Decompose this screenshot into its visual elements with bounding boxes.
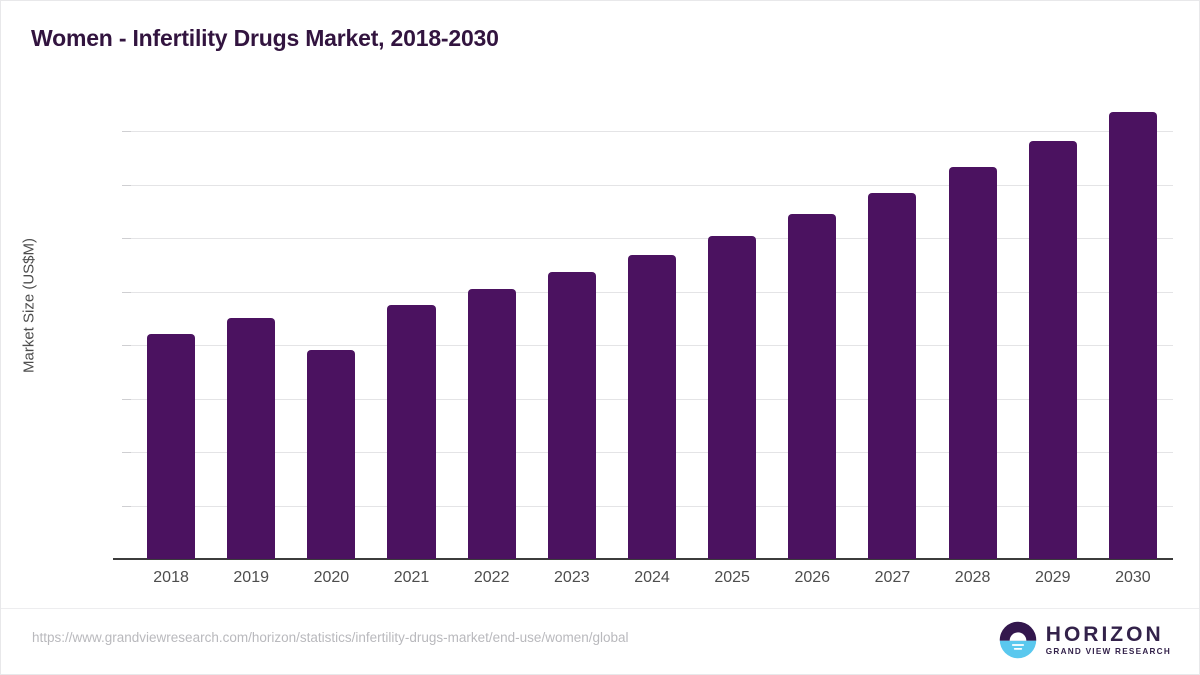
y-axis-tick [122,398,131,400]
x-axis-tick-label: 2027 [874,569,911,586]
y-axis-tick [122,291,131,293]
gridline [131,238,1173,239]
x-axis-tick-label: 2023 [554,569,590,586]
x-axis-tick-label: 2020 [313,569,350,586]
x-axis-tick-label: 2021 [393,569,430,586]
source-url[interactable]: https://www.grandviewresearch.com/horizo… [32,630,629,645]
gridline [131,184,1173,186]
x-axis-tick-label: 2019 [233,569,269,586]
gridline [131,131,1173,132]
y-axis-tick [122,131,131,132]
x-axis-tick-label: 2018 [153,569,189,586]
y-axis-tick [122,452,131,453]
footer-divider [1,608,1199,609]
bar[interactable] [227,318,276,559]
bar[interactable] [1028,140,1077,559]
x-axis-line [113,558,1173,560]
bar[interactable] [788,214,837,559]
y-axis-tick [122,345,131,346]
horizon-logo[interactable]: HORIZON GRAND VIEW RESEARCH [999,620,1171,660]
x-axis-tick-label: 2030 [1115,569,1151,586]
y-axis-tick [122,238,131,239]
bar[interactable] [467,289,516,559]
x-axis-tick-label: 2025 [714,569,750,586]
horizon-logo-mark [999,621,1037,659]
bar[interactable] [627,255,677,559]
horizon-tagline: GRAND VIEW RESEARCH [1045,646,1171,656]
x-axis-tick-labels: 2018 2019 2020 2021 2022 2023 2024 2025 2026 2027… [131,569,1173,595]
bar[interactable] [147,334,196,559]
horizon-logo-text: HORIZON GRAND VIEW RESEARCH [1046,624,1171,656]
bar-series [131,111,1173,559]
x-axis-tick-label: 2024 [634,569,670,586]
horizon-wordmark: HORIZON [1045,622,1164,646]
bar[interactable] [708,235,757,559]
bar[interactable] [948,167,997,559]
page-title: Women - Infertility Drugs Market, 2018-2… [31,25,499,51]
x-axis-tick-label: 2026 [794,569,831,586]
bar[interactable] [547,272,596,559]
x-axis-tick-label: 2029 [1034,569,1071,586]
bar[interactable] [868,193,917,559]
x-axis-tick-label: 2022 [473,569,510,586]
y-axis-title: Market Size (US$M) [20,237,38,374]
y-axis-tick [122,505,131,507]
bar[interactable] [387,305,436,559]
bar[interactable] [307,350,356,559]
x-axis-tick-label: 2028 [954,569,991,586]
bar[interactable] [1108,111,1157,559]
y-axis-tick [122,184,131,186]
